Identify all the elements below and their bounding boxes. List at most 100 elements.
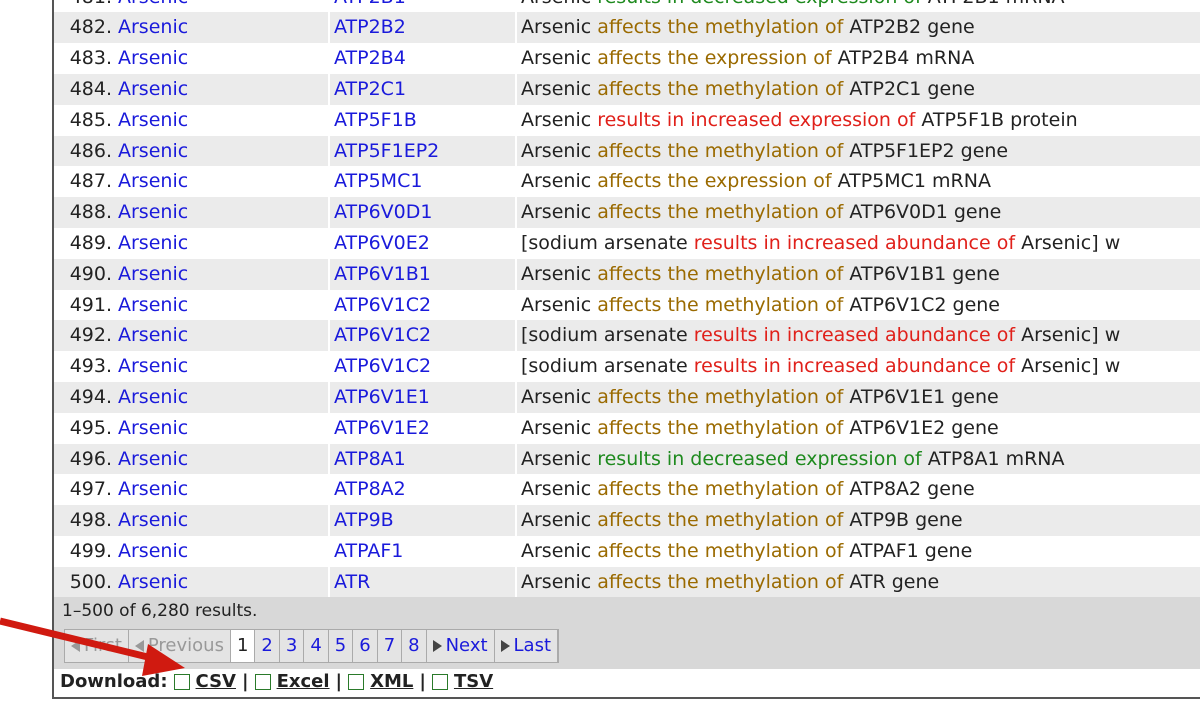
chemical-link[interactable]: Arsenic (118, 570, 189, 593)
download-link[interactable]: Excel (276, 671, 330, 692)
interaction-text: Arsenic affects the methylation of ATP6V… (521, 259, 1200, 290)
interaction-segment: Arsenic (521, 108, 598, 131)
chemical-link[interactable]: Arsenic (118, 386, 189, 408)
row-number: 486. (69, 139, 112, 162)
page-button[interactable]: 4 (304, 630, 329, 662)
interaction-segment: ATP2B4 mRNA (831, 47, 975, 70)
chemical-link[interactable]: Arsenic (118, 478, 189, 501)
separator: | (335, 671, 343, 692)
interaction-text: Arsenic affects the methylation of ATP6V… (521, 413, 1200, 444)
interaction-segment: results in decreased expression of (597, 0, 922, 8)
chemical-link[interactable]: Arsenic (118, 447, 189, 470)
gene-link[interactable]: ATP6V1C2 (334, 324, 432, 347)
chemical-link[interactable]: Arsenic (118, 416, 189, 439)
chemical-link[interactable]: Arsenic (118, 170, 189, 193)
interaction-segment: affects the methylation of (597, 416, 844, 439)
column-divider (328, 351, 330, 382)
page-label: 1 (236, 635, 249, 656)
chemical-link[interactable]: Arsenic (118, 139, 189, 162)
interaction-segment: Arsenic (521, 509, 598, 532)
table-row: 488. Arsenic ATP6V0D1 Arsenic affects the m… (54, 197, 1200, 228)
chemical-link[interactable]: Arsenic (118, 0, 188, 12)
chemical-link[interactable]: Arsenic (118, 262, 189, 285)
interaction-segment: Arsenic] w (1015, 355, 1121, 378)
chemical-link[interactable]: Arsenic (118, 232, 189, 254)
table-row: 484. Arsenic ATP2C1 Arsenic affects the met… (54, 74, 1200, 105)
gene-link[interactable]: ATR (334, 570, 371, 593)
column-divider (515, 135, 517, 167)
interaction-text: Arsenic affects the methylation of ATP6V… (521, 382, 1200, 413)
interaction-segment: [sodium arsenate (521, 355, 694, 378)
interaction-segment: Arsenic (521, 570, 598, 593)
download-link[interactable]: TSV (453, 671, 494, 692)
interaction-segment: ATP6V0D1 gene (843, 201, 1002, 224)
gene-link[interactable]: ATP6V0E2 (334, 232, 430, 254)
column-divider (328, 104, 330, 136)
interaction-segment: affects the methylation of (597, 293, 844, 316)
page-button[interactable]: 5 (329, 630, 354, 662)
chemical-link[interactable]: Arsenic (118, 293, 189, 316)
gene-link[interactable]: ATP6V1C2 (334, 355, 432, 378)
gene-link[interactable]: ATP6V1E1 (334, 386, 430, 408)
row-number: 481. (54, 0, 112, 12)
gene-link[interactable]: ATP8A2 (334, 478, 406, 501)
gene-link[interactable]: ATP6V1E2 (334, 416, 430, 439)
interaction-segment: ATP8A1 mRNA (921, 447, 1065, 470)
interaction-segment: affects the methylation of (597, 16, 844, 39)
chemical-link[interactable]: Arsenic (118, 47, 189, 70)
gene-link[interactable]: ATP2B4 (334, 47, 406, 70)
table-row: 497. Arsenic ATP8A2 Arsenic affects the met… (54, 474, 1200, 506)
page-icon (71, 640, 80, 652)
download-link[interactable]: CSV (195, 671, 236, 692)
chemical-link[interactable]: Arsenic (118, 78, 189, 100)
gene-link[interactable]: ATP2B2 (334, 16, 406, 39)
chemical-link[interactable]: Arsenic (118, 509, 189, 532)
column-divider (515, 566, 517, 598)
interaction-segment: Arsenic (521, 170, 598, 193)
column-divider (328, 166, 330, 198)
column-divider (328, 0, 330, 13)
download-link[interactable]: XML (370, 671, 414, 692)
interaction-segment: results in increased expression of (597, 108, 916, 131)
interaction-text: [sodium arsenate results in increased ab… (521, 351, 1200, 382)
gene-link[interactable]: ATP2B1 (334, 0, 406, 12)
page-button[interactable]: 8 (402, 630, 427, 662)
column-divider (328, 320, 330, 352)
chemical-link[interactable]: Arsenic (118, 201, 189, 224)
interaction-text: Arsenic affects the methylation of ATR g… (521, 567, 1200, 598)
page-button[interactable]: Last (495, 630, 559, 662)
column-divider (515, 74, 517, 105)
gene-link[interactable]: ATP8A1 (334, 447, 406, 470)
chemical-link[interactable]: Arsenic (118, 16, 189, 39)
gene-link[interactable]: ATP5F1B (334, 108, 417, 131)
column-divider (328, 536, 330, 567)
page-label: 6 (359, 635, 371, 656)
interaction-segment: Arsenic (521, 16, 598, 39)
gene-link[interactable]: ATP6V0D1 (334, 201, 433, 224)
gene-link[interactable]: ATP6V1B1 (334, 262, 431, 285)
interaction-segment: Arsenic (521, 139, 598, 162)
page-button[interactable]: 3 (280, 630, 305, 662)
column-divider (328, 197, 330, 228)
chemical-link[interactable]: Arsenic (118, 540, 189, 562)
row-number: 483. (69, 47, 112, 70)
page-button[interactable]: 7 (378, 630, 403, 662)
gene-link[interactable]: ATP9B (334, 509, 394, 532)
interaction-text: Arsenic affects the methylation of ATP9B… (521, 505, 1200, 536)
interaction-text: Arsenic results in increased expression … (521, 105, 1200, 136)
gene-link[interactable]: ATPAF1 (334, 540, 404, 562)
interaction-segment: Arsenic (521, 201, 598, 224)
page-button[interactable]: 6 (353, 630, 378, 662)
page-button[interactable]: Next (427, 630, 495, 662)
gene-link[interactable]: ATP6V1C2 (334, 293, 432, 316)
gene-link[interactable]: ATP5F1EP2 (334, 139, 440, 162)
table-row: 487. Arsenic ATP5MC1 Arsenic affects the ex… (54, 166, 1200, 198)
column-divider (515, 320, 517, 352)
gene-link[interactable]: ATP2C1 (334, 78, 407, 100)
chemical-link[interactable]: Arsenic (118, 108, 189, 131)
chemical-link[interactable]: Arsenic (118, 355, 189, 378)
page-button[interactable]: 2 (255, 630, 280, 662)
gene-link[interactable]: ATP5MC1 (334, 170, 423, 193)
row-number: 500. (69, 570, 112, 593)
chemical-link[interactable]: Arsenic (118, 324, 189, 347)
